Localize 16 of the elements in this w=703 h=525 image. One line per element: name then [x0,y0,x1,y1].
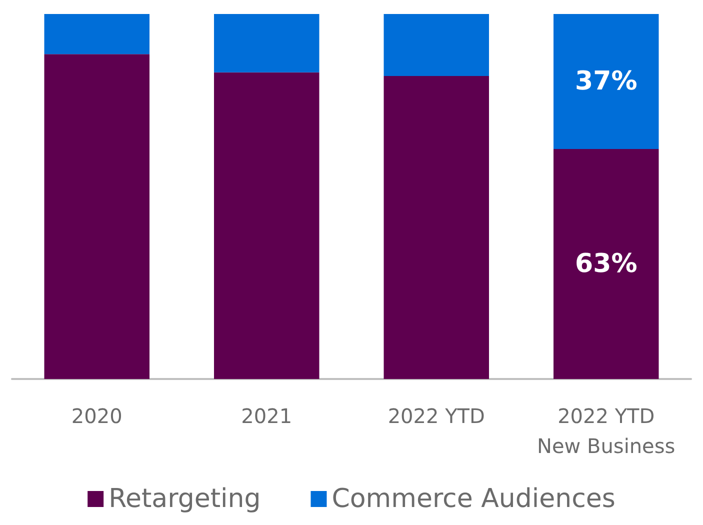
bar [44,14,150,54]
x-tick-label: 2022 YTD New Business [537,404,676,458]
bar [44,54,150,379]
legend-label: Retargeting [108,484,261,514]
bar [384,14,489,76]
legend-label: Commerce Audiences [332,484,616,514]
x-tick-label: 2022 YTD [388,404,485,428]
data-label: 37% [575,66,638,97]
bar [214,14,320,72]
bar [384,76,489,379]
bar [554,149,659,379]
x-tick-label: 2020 [71,404,122,428]
data-label: 63% [575,249,638,280]
x-tick-label: 2021 [241,404,292,428]
bar [554,14,659,150]
bar [214,72,320,379]
